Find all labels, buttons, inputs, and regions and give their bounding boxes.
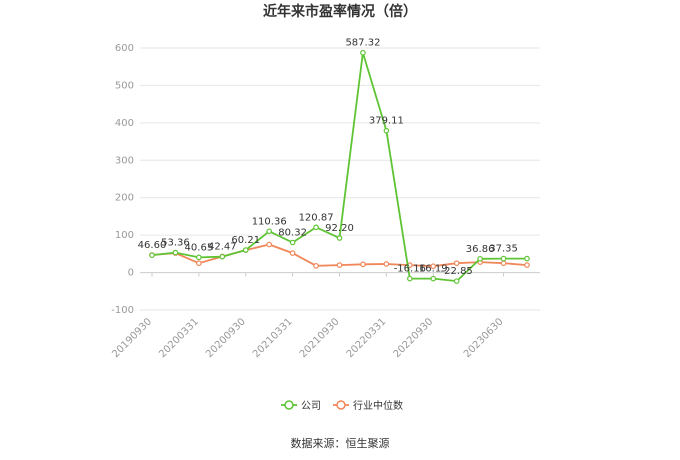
x-tick-label: 20210930 — [298, 316, 342, 360]
data-label: 42.47 — [208, 242, 237, 253]
y-tick-label: 600 — [115, 43, 134, 54]
data-label: 36.86 — [466, 244, 495, 255]
data-point-0-9 — [360, 49, 366, 56]
x-tick-label: 20220331 — [345, 316, 389, 360]
data-point-1-6 — [289, 250, 296, 256]
data-point-0-15 — [500, 255, 507, 262]
data-label: 379.11 — [369, 116, 404, 127]
y-tick-label: 100 — [115, 230, 134, 241]
x-tick-label: 20230630 — [462, 316, 506, 360]
data-point-0-8 — [336, 235, 343, 241]
data-label: 110.36 — [252, 216, 287, 227]
y-tick-label: 300 — [115, 155, 134, 166]
data-label: -22.85 — [441, 266, 473, 277]
data-point-1-7 — [313, 263, 319, 269]
x-tick-label: 20200331 — [157, 316, 201, 360]
data-point-1-5 — [266, 241, 272, 248]
chart-title: 近年来市盈率情况（倍） — [263, 3, 417, 20]
data-point-1-15 — [500, 260, 507, 267]
data-point-0-0 — [149, 252, 155, 258]
data-source: 数据来源：恒生聚源 — [291, 436, 390, 450]
data-point-0-7 — [313, 224, 319, 231]
x-axis: 20190930 20200331 20200930 20210331 20210930… — [110, 272, 506, 360]
y-tick-label: 0 — [128, 268, 134, 279]
data-point-1-16 — [524, 262, 530, 268]
data-label: 53.36 — [161, 238, 190, 249]
data-point-0-13 — [453, 278, 460, 284]
legend-label-1: 行业中位数 — [353, 399, 403, 412]
data-point-1-8 — [336, 262, 343, 268]
data-point-1-2 — [196, 260, 202, 267]
data-label: 120.87 — [299, 212, 334, 223]
x-tick-label: 20190930 — [110, 316, 154, 360]
data-label: 92.20 — [325, 223, 354, 234]
data-point-1-10 — [383, 261, 390, 267]
data-point-0-12 — [430, 275, 437, 282]
data-label: -16.16 — [394, 264, 426, 275]
data-point-0-16 — [524, 255, 530, 262]
data-point-0-14 — [477, 255, 483, 262]
y-axis: -100 0 100 200 300 400 500 600 — [111, 43, 134, 316]
y-tick-label: 500 — [115, 80, 134, 91]
legend-label-0: 公司 — [301, 401, 321, 412]
data-point-0-1 — [172, 249, 179, 256]
data-point-0-10 — [383, 127, 390, 134]
y-tick-label: 400 — [115, 118, 134, 129]
data-label: 60.21 — [231, 235, 260, 246]
grid-lines — [140, 47, 540, 311]
x-tick-label: 20220930 — [392, 316, 436, 360]
legend-swatch-marker-0 — [284, 400, 294, 410]
data-point-0-11 — [407, 275, 413, 282]
x-tick-label: 20210331 — [251, 316, 295, 360]
data-point-0-3 — [219, 253, 226, 260]
data-point-1-9 — [360, 261, 366, 268]
legend: 公司 行业中位数 — [281, 399, 403, 412]
data-point-1-12 — [430, 263, 437, 270]
data-point-0-5 — [266, 228, 272, 235]
y-tick-label: 200 — [115, 193, 134, 204]
data-label: 37.35 — [489, 244, 518, 255]
data-point-0-2 — [196, 254, 202, 261]
series-layer — [149, 49, 530, 284]
y-tick-label: -100 — [111, 305, 134, 316]
data-point-0-6 — [289, 239, 296, 246]
x-tick-label: 20200930 — [204, 316, 248, 360]
data-label: 587.32 — [345, 38, 380, 49]
data-label: 16.19 — [419, 264, 448, 275]
data-point-1-13 — [453, 260, 460, 267]
data-label: 80.32 — [278, 228, 307, 239]
data-label: 40.65 — [185, 242, 214, 253]
data-point-0-4 — [242, 247, 249, 253]
legend-swatch-marker-1 — [336, 400, 346, 410]
data-label: 46.60 — [138, 240, 167, 251]
